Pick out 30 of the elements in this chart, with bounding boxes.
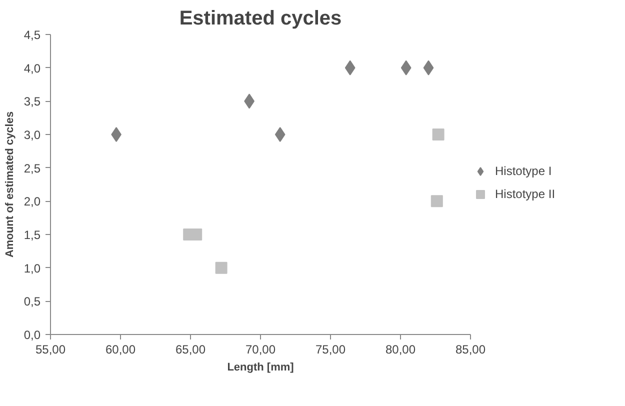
x-tick-label: 85,00: [455, 342, 486, 356]
x-tick-label: 80,00: [385, 342, 416, 356]
y-tick-label: 1,0: [24, 261, 41, 276]
y-tick-label: 3,0: [24, 128, 41, 142]
point: [215, 262, 228, 274]
point: [430, 195, 443, 208]
point: [344, 60, 356, 76]
y-tick-label: 4,0: [24, 61, 41, 76]
x-tick-label: 70,00: [245, 342, 276, 356]
y-tick-label: 2,0: [24, 194, 41, 209]
y-tick-label: 0,0: [24, 328, 41, 342]
y-tick-label: 3,5: [24, 94, 41, 109]
point: [400, 60, 412, 76]
point: [111, 127, 122, 142]
point: [432, 128, 444, 140]
y-tick-label: 0,5: [24, 294, 41, 309]
legend-label: Histotype I: [495, 164, 552, 178]
x-tick-label: 60,00: [105, 342, 136, 356]
x-axis-title: Length [mm]: [227, 362, 294, 374]
y-axis-title: Amount of estimated cycles: [4, 111, 16, 258]
x-tick-label: 55,00: [35, 342, 66, 356]
x-tick-label: 65,00: [175, 342, 206, 356]
y-tick-label: 1,5: [24, 228, 41, 242]
chart-title: Estimated cycles: [179, 8, 342, 30]
y-tick-label: 2,5: [24, 161, 41, 176]
point: [274, 127, 286, 142]
y-tick-label: 4,5: [24, 28, 41, 42]
legend-label: Histotype II: [495, 187, 556, 201]
x-tick-label: 75,00: [315, 342, 346, 356]
point: [423, 60, 434, 76]
